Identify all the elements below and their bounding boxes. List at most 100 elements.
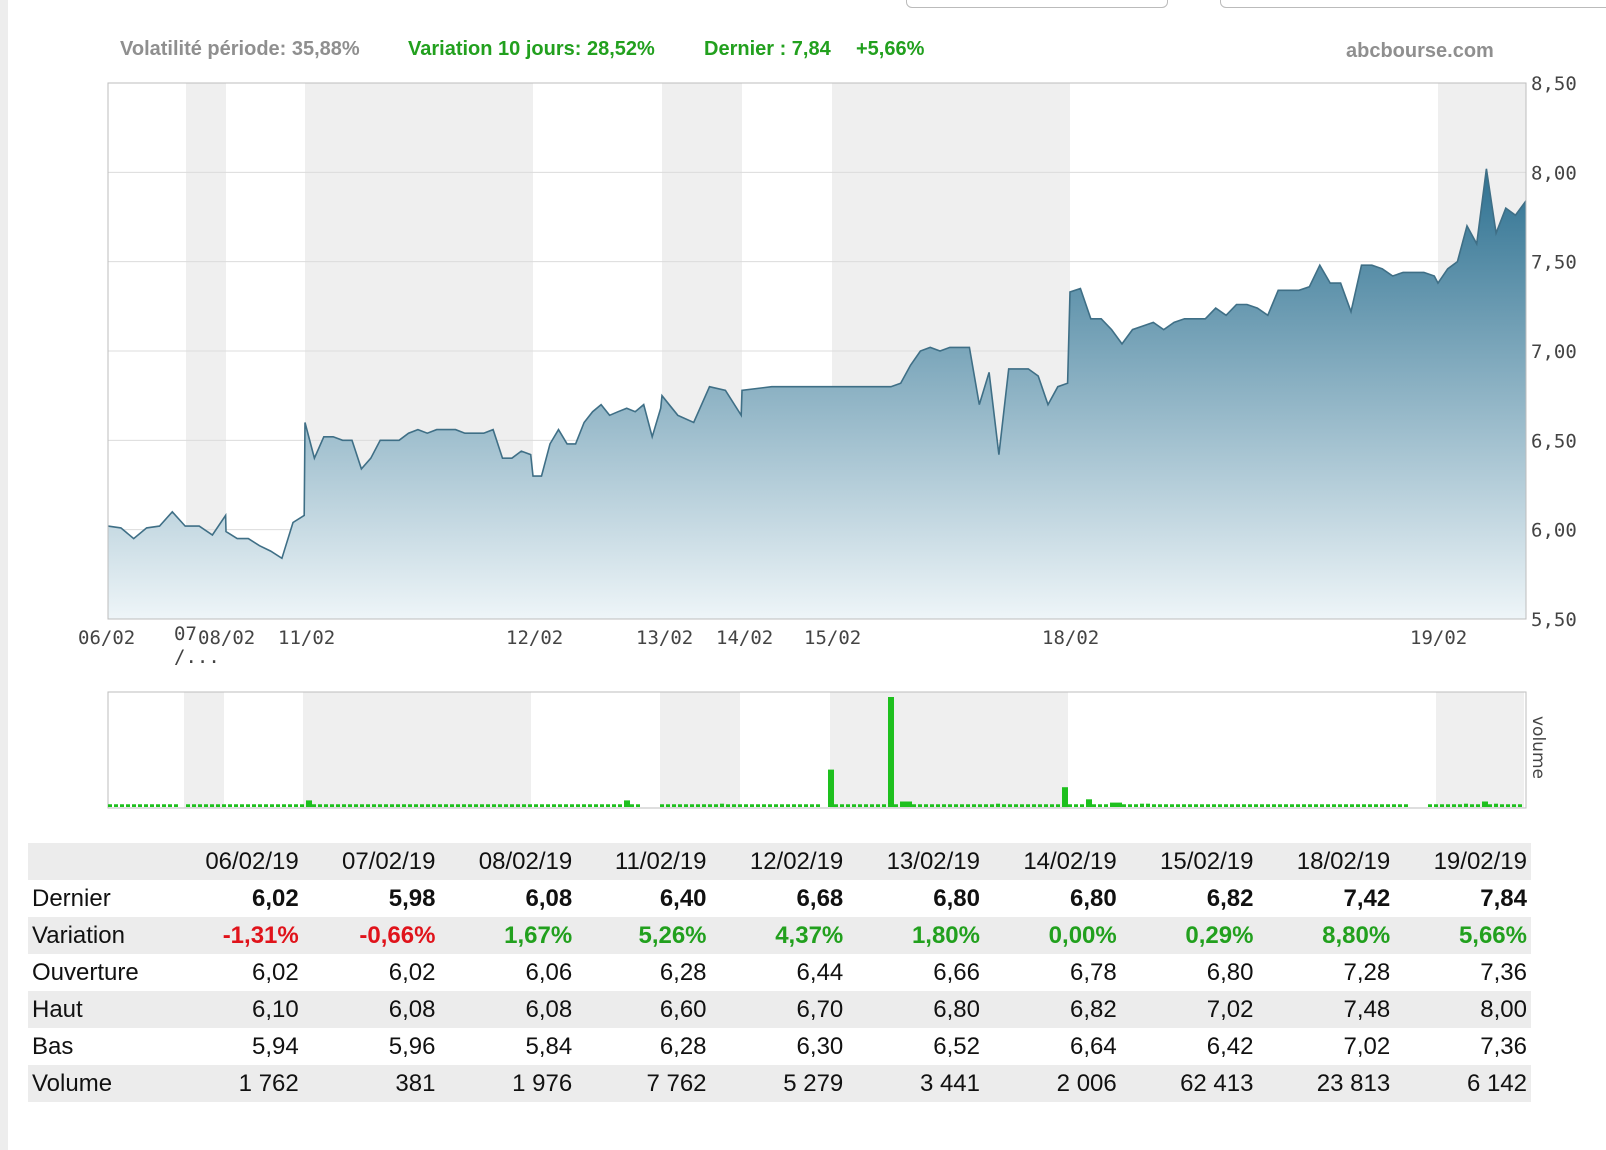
volume-bar — [744, 804, 748, 807]
volume-bar — [438, 804, 442, 807]
table-cell: 6,40 — [659, 884, 707, 912]
volume-bar — [1170, 804, 1174, 807]
volume-bar — [954, 804, 958, 807]
volume-bar — [210, 804, 214, 807]
row-label: Ouverture — [32, 958, 139, 986]
table-cell: 6,82 — [1070, 995, 1117, 1023]
row-variation: Variation -1,31% -0,66% 1,67% 5,26% 4,37… — [28, 917, 1531, 954]
volume-bar — [612, 804, 616, 807]
volume-bar — [1134, 804, 1138, 807]
volume-bar — [750, 804, 754, 807]
table-cell: 6,80 — [933, 995, 980, 1023]
price-chart: 8,50 8,00 7,50 7,00 6,50 6,00 5,50 06/02 07/...… — [78, 73, 1577, 809]
table-cell: 7,42 — [1343, 884, 1391, 912]
volume-bar — [426, 804, 430, 807]
x-tick-label: 13/02 — [636, 627, 693, 649]
volume-bar — [1500, 804, 1504, 807]
table-cell: 6,66 — [933, 958, 980, 986]
volume-bar — [624, 800, 630, 807]
volume-bar — [420, 804, 424, 807]
volume-bar — [792, 804, 796, 807]
volume-bar — [498, 804, 502, 807]
volume-bar — [1482, 801, 1488, 807]
x-tick-label: 15/02 — [804, 627, 861, 649]
table-cell: 7,36 — [1480, 1032, 1527, 1060]
table-cell: 6,80 — [1070, 884, 1117, 912]
volume-bar — [330, 804, 334, 807]
site-name: abcbourse.com — [1346, 40, 1494, 62]
volume-bar — [354, 804, 358, 807]
table-cell: 5,94 — [252, 1032, 299, 1060]
volume-bar — [132, 804, 136, 807]
volume-bar — [312, 804, 316, 807]
volume-bar — [774, 804, 778, 807]
volume-bar — [240, 804, 244, 807]
volume-bar — [486, 804, 490, 807]
x-tick-label: 18/02 — [1042, 627, 1099, 649]
table-cell: 6,02 — [252, 884, 299, 912]
volume-bar — [1122, 804, 1126, 807]
table-cell: 1,80% — [911, 921, 980, 949]
volume-bar — [960, 804, 964, 807]
volume-bar — [366, 804, 370, 807]
volume-bar — [336, 804, 340, 807]
date-col-5: 12/02/19 — [749, 847, 844, 875]
chart-type-selector-tab[interactable] — [1220, 0, 1606, 8]
table-cell: 381 — [395, 1069, 436, 1097]
table-cell: 5,96 — [388, 1032, 436, 1060]
volume-bar — [1326, 804, 1330, 807]
volume-bar — [930, 804, 934, 807]
volume-bar — [1182, 804, 1186, 807]
volume-bar — [522, 804, 526, 807]
row-volume: Volume 1 762 381 1 976 7 762 5 279 3 441… — [28, 1065, 1531, 1102]
volume-bar — [492, 804, 496, 807]
date-col-7: 14/02/19 — [1023, 847, 1117, 875]
volume-bar — [1290, 804, 1294, 807]
table-cell: 7,48 — [1343, 995, 1391, 1023]
volume-bar — [1506, 804, 1510, 807]
volume-bar — [1194, 804, 1198, 807]
row-label: Variation — [32, 921, 125, 949]
volume-bar — [246, 804, 250, 807]
volume-bar — [768, 804, 772, 807]
volume-bar — [1092, 804, 1096, 807]
table-cell: 6,78 — [1070, 958, 1117, 986]
volume-bar — [288, 804, 292, 807]
x-tick-label: 19/02 — [1410, 627, 1467, 649]
period-selector-tab[interactable] — [906, 0, 1168, 8]
row-bas: Bas 5,94 5,96 5,84 6,28 6,30 6,52 6,64 6… — [28, 1028, 1531, 1065]
volume-bar — [966, 804, 970, 807]
volume-bar — [1302, 804, 1306, 807]
volume-bar — [714, 804, 718, 807]
left-edge-strip — [0, 0, 8, 1150]
volume-bar — [900, 801, 906, 807]
volume-bar — [1296, 804, 1300, 807]
table-cell: 5 279 — [783, 1069, 844, 1097]
volume-bar — [162, 804, 166, 807]
table-cell: 6,64 — [1070, 1032, 1117, 1060]
volume-bar — [1338, 804, 1342, 807]
table-cell: 6,82 — [1206, 884, 1254, 912]
volume-bar — [882, 804, 886, 807]
volume-bar — [1380, 804, 1384, 807]
volume-bar — [990, 804, 994, 807]
volume-bar — [1026, 804, 1030, 807]
table-cell: 6,28 — [659, 1032, 707, 1060]
volume-bar — [564, 804, 568, 807]
volume-bar — [1356, 804, 1360, 807]
table-cell: 62 413 — [1180, 1069, 1254, 1097]
volume-bar — [1062, 787, 1068, 807]
volume-bar — [156, 804, 160, 807]
table-cell: 5,98 — [388, 884, 436, 912]
table-cell: 8,00 — [1480, 995, 1527, 1023]
volume-bar — [1002, 804, 1006, 807]
table-cell: 7,28 — [1343, 958, 1391, 986]
price-area — [108, 168, 1526, 620]
volume-bar — [306, 800, 312, 807]
volume-bar — [1164, 804, 1168, 807]
row-label: Haut — [32, 995, 83, 1023]
volume-bar — [870, 804, 874, 807]
last-change-stat: +5,66% — [856, 38, 925, 60]
volume-bar — [726, 804, 730, 807]
date-col-9: 18/02/19 — [1296, 847, 1391, 875]
